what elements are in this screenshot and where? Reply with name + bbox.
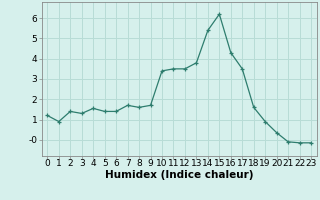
X-axis label: Humidex (Indice chaleur): Humidex (Indice chaleur) — [105, 170, 253, 180]
